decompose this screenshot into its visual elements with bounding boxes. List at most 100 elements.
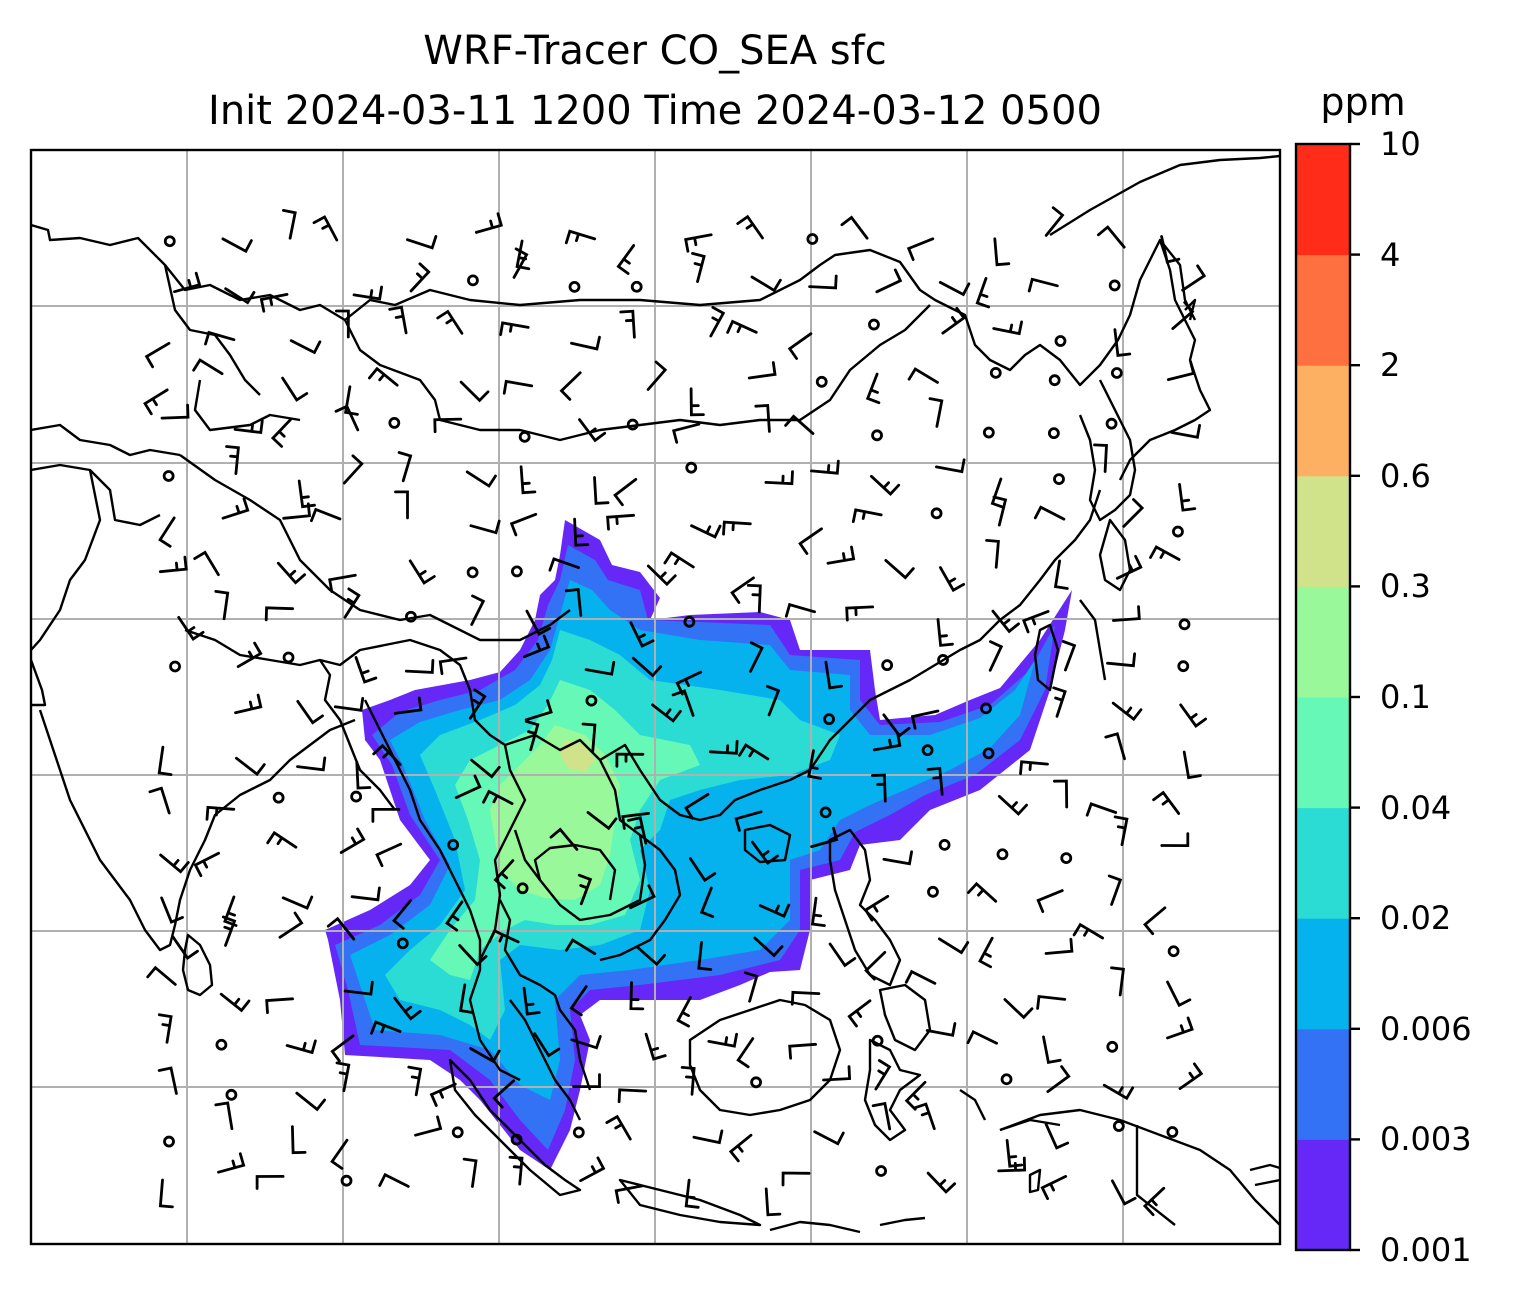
calm-wind-marker (169, 660, 181, 673)
wind-barb (938, 937, 970, 955)
wind-barb (469, 1047, 501, 1064)
wind-barb (753, 936, 784, 958)
wind-barb (148, 786, 171, 815)
wind-barb (1093, 443, 1108, 473)
myanmar-coast (363, 699, 521, 1082)
wind-barb (146, 965, 177, 986)
wind-barb (699, 886, 715, 918)
calm-wind-marker (815, 375, 828, 388)
wind-barb (1113, 328, 1132, 357)
wind-barb (372, 743, 402, 766)
wind-barb (1143, 906, 1167, 936)
calm-wind-marker (447, 838, 460, 851)
kyrgyz-border (193, 379, 301, 432)
wind-barb (281, 376, 309, 402)
wind-barb (788, 1042, 817, 1060)
colorbar-tick-label: 0.02 (1380, 899, 1452, 938)
colorbar-tick-label: 0.1 (1380, 678, 1431, 716)
wind-barb (193, 550, 220, 577)
wind-barb (158, 1178, 174, 1209)
wind-barb (671, 422, 701, 444)
wind-barb (171, 935, 199, 960)
wind-barb (1122, 498, 1145, 528)
wind-barb (217, 1152, 246, 1174)
calm-wind-marker (823, 713, 835, 726)
wind-barb (966, 1030, 998, 1045)
wind-barb (691, 252, 706, 283)
wind-barb (884, 559, 915, 580)
wind-barb (824, 660, 843, 690)
colorbar-swatch-0.006 (1296, 918, 1350, 1030)
wind-barb (738, 743, 770, 761)
wind-barb (904, 1080, 927, 1111)
wind-barb (407, 1065, 423, 1097)
wind-barb (579, 1156, 606, 1183)
wind-barb (193, 851, 220, 878)
wind-barb (371, 808, 401, 823)
wind-barb (470, 758, 501, 779)
wind-barb (512, 247, 529, 279)
wind-barb (265, 997, 294, 1014)
wind-barb (459, 380, 490, 403)
wind-barb (177, 616, 205, 641)
wind-barb (614, 1184, 644, 1204)
wind-barb (1027, 277, 1059, 293)
wind-barb (1115, 554, 1143, 580)
wind-barb (569, 985, 588, 1017)
wind-barb (1036, 994, 1067, 1010)
wind-barb (204, 330, 236, 346)
wind-barb (978, 936, 994, 969)
png-border (1135, 1125, 1176, 1226)
wind-barb (499, 321, 530, 337)
wind-barb (882, 713, 911, 738)
wind-barb (370, 1020, 402, 1035)
wind-barb (408, 559, 436, 585)
calm-wind-marker (806, 233, 819, 245)
wind-barb (593, 476, 610, 505)
calm-wind-marker (938, 838, 951, 851)
calm-wind-marker (871, 1034, 884, 1047)
wind-barb (865, 372, 881, 405)
wind-barb (925, 1022, 957, 1037)
calm-wind-marker (510, 1133, 523, 1146)
calm-wind-marker (1060, 852, 1073, 864)
calm-wind-marker (1110, 367, 1123, 379)
wind-barb (577, 873, 593, 906)
wind-barb (874, 1059, 892, 1091)
wind-barb (851, 508, 883, 523)
wind-barb (754, 404, 771, 433)
wind-barb (675, 670, 703, 696)
wind-barb (627, 816, 648, 845)
colorbar-tick-label: 0.3 (1380, 567, 1431, 606)
wind-barb (781, 1171, 811, 1187)
wind-barb (469, 519, 501, 535)
mindanao (878, 983, 932, 1052)
wind-barb (746, 584, 762, 614)
wind-barb (1107, 874, 1123, 906)
wind-barb (1111, 701, 1143, 722)
calm-wind-marker (982, 426, 995, 439)
colorbar-tick-label: 4 (1380, 235, 1401, 274)
wind-barb (565, 938, 597, 956)
wind-barb (192, 358, 224, 376)
wind-barb (644, 1032, 667, 1061)
calm-wind-marker (510, 565, 523, 578)
wind-barb (1160, 832, 1190, 848)
wind-barb (1106, 652, 1136, 668)
wind-barb (285, 1039, 317, 1055)
wind-barb (808, 274, 838, 290)
calm-wind-marker (750, 1076, 762, 1089)
wind-barb (985, 539, 1000, 569)
calm-wind-marker (1048, 374, 1061, 387)
wind-barb (910, 709, 940, 730)
wind-barb (352, 285, 383, 301)
wind-barb (707, 1032, 738, 1048)
wind-barb (1040, 1175, 1068, 1200)
wind-barb (406, 235, 438, 250)
wind-barb (697, 941, 713, 971)
wind-barb (330, 1138, 349, 1170)
wind-barb (564, 229, 597, 245)
wind-barb (787, 332, 813, 360)
wind-barb (282, 502, 312, 520)
calm-wind-marker (340, 1174, 353, 1187)
